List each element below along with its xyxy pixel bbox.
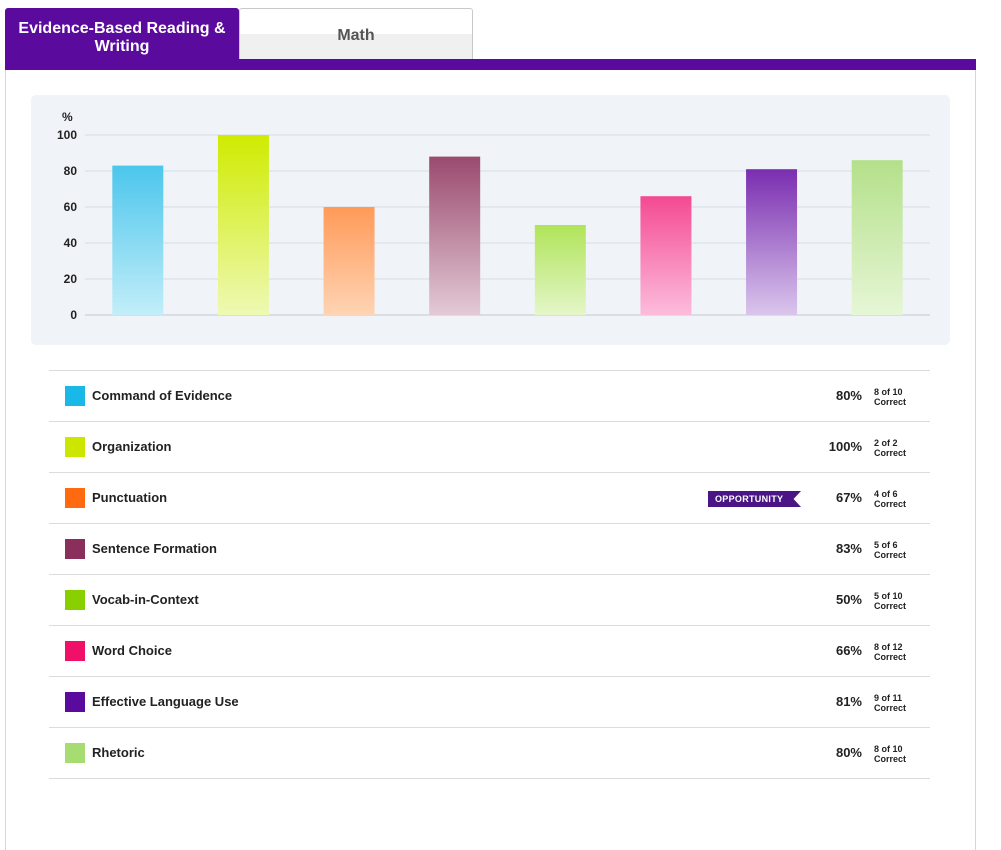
bar-effective-language-use: [746, 169, 798, 315]
tab-label: Math: [337, 27, 375, 44]
bar-command-of-evidence: [112, 165, 164, 315]
bar-vocab-in-context: [534, 225, 586, 315]
color-swatch: [65, 743, 85, 763]
count-suffix: Correct: [874, 397, 907, 407]
tab-evidence-based-reading-writing[interactable]: Evidence-Based Reading & Writing: [5, 8, 239, 59]
category-name: Punctuation: [92, 490, 168, 505]
color-swatch: [65, 437, 85, 457]
category-percent: 66%: [835, 643, 862, 658]
count-suffix: Correct: [874, 703, 907, 713]
category-row: Organization 100% 2 of 2 Correct: [49, 421, 930, 472]
tab-math[interactable]: Math: [239, 8, 473, 59]
category-percent: 50%: [835, 592, 862, 607]
y-tick-label: 80: [64, 164, 78, 178]
category-name: Rhetoric: [92, 745, 145, 760]
color-swatch: [65, 692, 85, 712]
y-tick-label: 100: [57, 128, 77, 142]
category-percent: 100%: [828, 439, 862, 454]
correct-count: 9 of 11 Correct: [874, 693, 906, 713]
color-swatch: [65, 590, 85, 610]
correct-count: 8 of 10 Correct: [874, 744, 906, 764]
category-row: Effective Language Use 81% 9 of 11 Correct: [49, 676, 930, 727]
category-percent: 80%: [835, 745, 862, 760]
correct-count: 4 of 6 Correct: [874, 489, 906, 509]
color-swatch: [65, 539, 85, 559]
category-name: Effective Language Use: [92, 694, 239, 709]
count-fraction: 2 of 2: [874, 438, 898, 448]
count-fraction: 5 of 10: [874, 591, 903, 601]
category-list: Command of Evidence 80% 8 of 10 Correct Orga…: [49, 370, 930, 779]
category-row: Command of Evidence 80% 8 of 10 Correct: [49, 370, 930, 421]
count-suffix: Correct: [874, 499, 907, 509]
count-fraction: 8 of 10: [874, 387, 903, 397]
y-tick-label: 60: [64, 200, 78, 214]
y-tick-label: 20: [64, 272, 78, 286]
y-tick-label: 0: [70, 308, 77, 322]
category-row: Word Choice 66% 8 of 12 Correct: [49, 625, 930, 676]
opportunity-badge: OPPORTUNITY: [708, 491, 801, 507]
color-swatch: [65, 488, 85, 508]
correct-count: 2 of 2 Correct: [874, 438, 906, 458]
bar-chart-svg: % 0 20 40 60 80 100: [57, 110, 930, 322]
category-name: Command of Evidence: [92, 388, 233, 403]
count-fraction: 9 of 11: [874, 693, 903, 703]
bar-rhetoric: [851, 160, 903, 315]
category-row: Sentence Formation 83% 5 of 6 Correct: [49, 523, 930, 574]
color-swatch: [65, 641, 85, 661]
correct-count: 5 of 6 Correct: [874, 540, 906, 560]
count-fraction: 8 of 12: [874, 642, 903, 652]
category-row: Vocab-in-Context 50% 5 of 10 Correct: [49, 574, 930, 625]
category-percent: 83%: [835, 541, 862, 556]
bar-chart: % 0 20 40 60 80 100: [31, 95, 950, 345]
category-name: Vocab-in-Context: [92, 592, 199, 607]
count-suffix: Correct: [874, 448, 907, 458]
category-row: Punctuation OPPORTUNITY 67% 4 of 6 Correct: [49, 472, 930, 523]
category-name: Organization: [92, 439, 172, 454]
category-name: Sentence Formation: [92, 541, 217, 556]
count-fraction: 4 of 6: [874, 489, 898, 499]
bar-sentence-formation: [429, 156, 481, 315]
category-percent: 80%: [835, 388, 862, 403]
count-suffix: Correct: [874, 754, 907, 764]
count-suffix: Correct: [874, 550, 907, 560]
count-suffix: Correct: [874, 601, 907, 611]
bar-punctuation: [323, 207, 375, 315]
category-row: Rhetoric 80% 8 of 10 Correct: [49, 727, 930, 779]
count-suffix: Correct: [874, 652, 907, 662]
correct-count: 5 of 10 Correct: [874, 591, 906, 611]
correct-count: 8 of 10 Correct: [874, 387, 906, 407]
tab-label: Evidence-Based Reading & Writing: [18, 20, 226, 55]
bar-word-choice: [640, 196, 692, 315]
y-axis-label: %: [62, 110, 73, 124]
color-swatch: [65, 386, 85, 406]
y-tick-label: 40: [64, 236, 78, 250]
count-fraction: 5 of 6: [874, 540, 898, 550]
tab-underline-bar: [5, 59, 976, 70]
correct-count: 8 of 12 Correct: [874, 642, 906, 662]
category-name: Word Choice: [92, 643, 172, 658]
category-percent: 81%: [835, 694, 862, 709]
count-fraction: 8 of 10: [874, 744, 903, 754]
content-panel: [5, 70, 976, 850]
bar-organization: [217, 135, 269, 315]
category-percent: 67%: [835, 490, 862, 505]
